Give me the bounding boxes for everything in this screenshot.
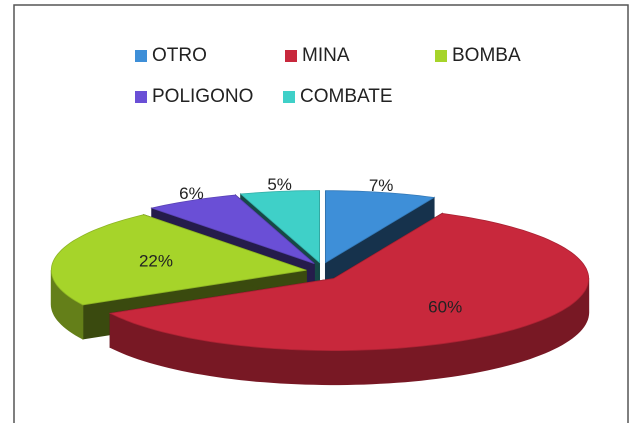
data-label: 5%	[267, 175, 292, 194]
pie-slice	[325, 190, 436, 264]
data-label: 22%	[139, 252, 173, 271]
legend-swatch	[285, 50, 297, 62]
data-label: 7%	[369, 176, 394, 195]
legend-label: OTRO	[152, 45, 207, 66]
legend-label: MINA	[302, 45, 350, 66]
data-label: 60%	[428, 298, 462, 317]
data-label: 6%	[179, 184, 204, 203]
pie-slice	[108, 212, 590, 351]
legend-label: POLIGONO	[152, 86, 253, 107]
pie-slice	[239, 190, 320, 264]
pie-slice	[150, 194, 315, 264]
legend-swatch	[135, 91, 147, 103]
legend-swatch	[283, 91, 295, 103]
legend-label: BOMBA	[452, 45, 521, 66]
legend-label: COMBATE	[300, 86, 393, 107]
pie-slice	[50, 214, 307, 306]
legend-swatch	[135, 50, 147, 62]
legend-swatch	[435, 50, 447, 62]
